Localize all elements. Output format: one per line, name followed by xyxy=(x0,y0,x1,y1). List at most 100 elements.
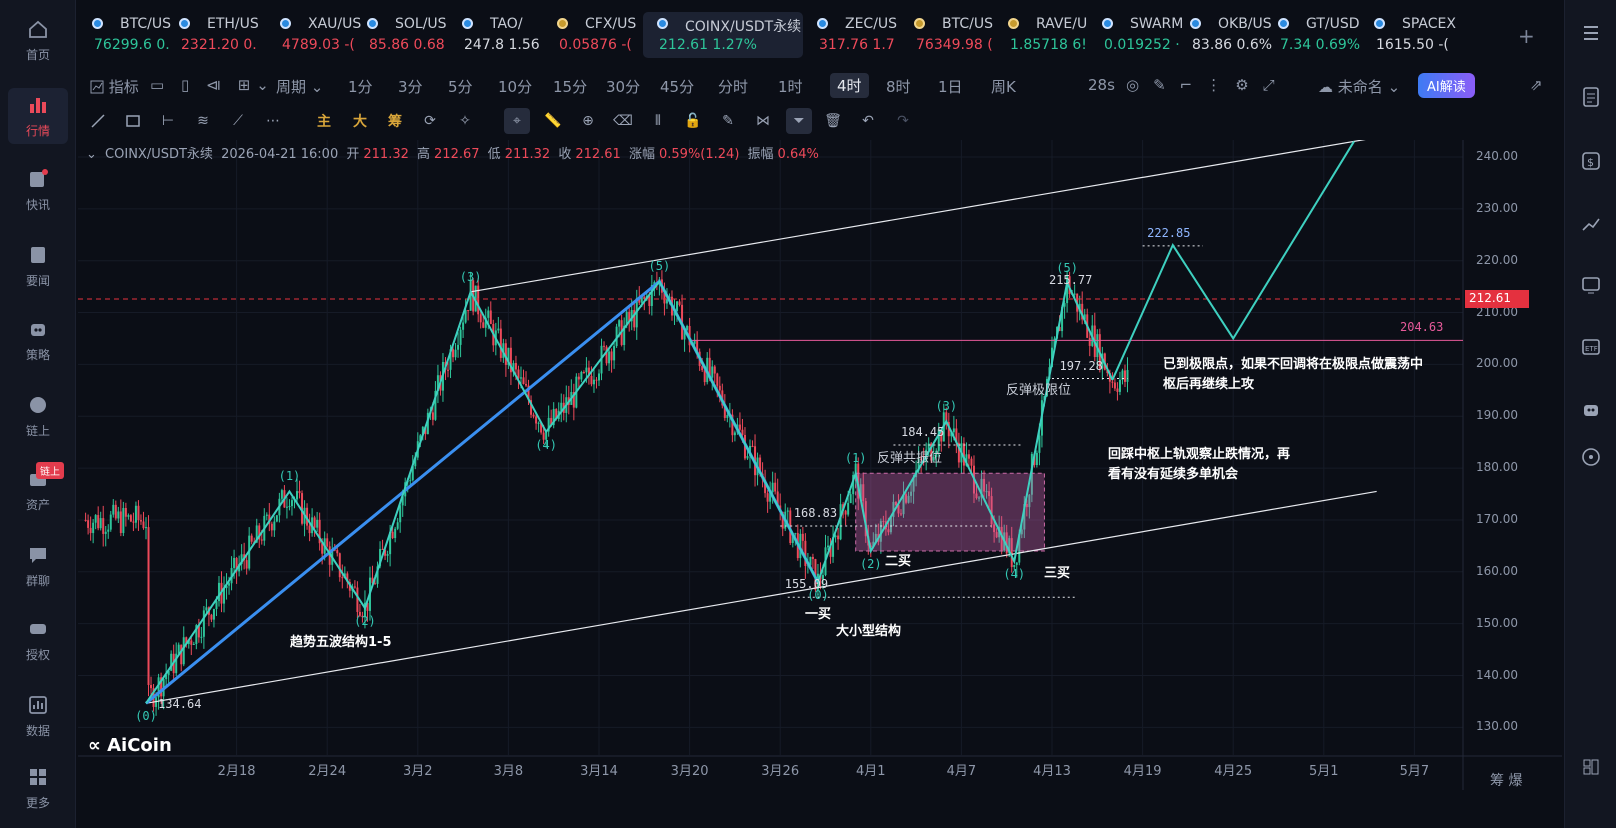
interval-tab[interactable]: 30分 xyxy=(606,78,641,96)
price-chart[interactable]: 240.00 230.00 220.00 210.00 200.00 190.00 180.… xyxy=(78,140,1562,790)
ticker-tab[interactable]: OKB/US 83.86 0.6% xyxy=(1176,12,1272,58)
ticker-tab[interactable]: BTC/US 76349.98 ( xyxy=(900,12,994,58)
zoom-icon[interactable]: ⊕ xyxy=(582,113,594,129)
chart-canvas[interactable] xyxy=(78,140,1562,790)
rectangle-tool-icon[interactable] xyxy=(123,111,143,131)
chart-corner-tools[interactable]: 筹 爆 xyxy=(1490,773,1523,789)
candle-body xyxy=(630,310,633,322)
ticker-tab[interactable]: TAO/247.8 1.56 xyxy=(448,12,543,58)
chips-toggle[interactable]: 筹 xyxy=(388,114,402,130)
chart-tools-icons[interactable]: ▭ ▯ ⧏ ⊞⌄ xyxy=(150,76,275,94)
lock-icon[interactable]: 🔓 xyxy=(684,113,702,129)
robot-strategy-icon xyxy=(27,318,49,340)
ticker-name: OKB/US xyxy=(1218,16,1272,32)
price-alert-icon[interactable]: $ xyxy=(1580,150,1602,172)
sidebar-item-6[interactable]: 资产 链上 xyxy=(8,462,68,518)
interval-tab[interactable]: 8时 xyxy=(886,78,911,96)
more-tools-icon[interactable]: ⋯ xyxy=(266,113,280,129)
filter-icon[interactable]: ⏷ xyxy=(786,108,812,134)
sidebar-item-9[interactable]: 数据 xyxy=(8,688,68,744)
interval-tab[interactable]: 3分 xyxy=(398,78,423,96)
monitor-icon[interactable] xyxy=(1580,274,1602,296)
candle-body xyxy=(212,609,215,620)
interval-tab[interactable]: 5分 xyxy=(448,78,473,96)
edit-template-icon[interactable]: ✎ xyxy=(722,113,734,129)
ticker-tab[interactable]: XAU/US 4789.03 -( xyxy=(266,12,361,58)
interval-tab[interactable]: 周K xyxy=(991,78,1016,96)
layout-icon[interactable] xyxy=(1580,756,1602,778)
trash-icon[interactable]: 🗑 xyxy=(824,113,842,129)
sidebar-item-10[interactable]: 更多 xyxy=(8,760,68,816)
chart-action-icons[interactable]: ◎✎⌐⋮⚙⤢ xyxy=(1126,76,1289,94)
share-icon[interactable]: ⇗ xyxy=(1530,76,1543,94)
magnet-icon[interactable]: ⋈ xyxy=(756,113,770,129)
ticker-tab[interactable]: COINX/USDT永续 212.61 1.27% xyxy=(643,12,803,58)
candle-body xyxy=(1101,353,1104,369)
ticker-tab[interactable]: ZEC/US 317.76 1.7 xyxy=(803,12,900,58)
horizontal-line-tool-icon[interactable]: ⊢ xyxy=(161,113,175,129)
sidebar-item-7[interactable]: 群聊 xyxy=(8,538,68,594)
ray-tool-icon[interactable]: ⟋ xyxy=(233,113,243,129)
interval-tab[interactable]: 45分 xyxy=(660,78,695,96)
ticker-tab[interactable]: RAVE/U 1.85718 6! xyxy=(994,12,1088,58)
compass-icon[interactable] xyxy=(1580,446,1602,468)
add-tab-icon[interactable]: + xyxy=(1518,24,1535,48)
candle-body xyxy=(613,346,616,361)
main-chart-toggle[interactable]: 主 xyxy=(317,114,331,130)
indicator-button[interactable]: 指标 xyxy=(90,76,139,97)
right-sidebar: $ ETF xyxy=(1564,0,1616,828)
candle-style-icon[interactable]: ⫴ xyxy=(655,113,661,129)
ai-analysis-button[interactable]: AI解读 xyxy=(1418,73,1475,98)
period-dropdown[interactable]: 周期 ⌄ xyxy=(276,78,324,96)
sidebar-item-0[interactable]: 首页 xyxy=(8,12,68,68)
candle-body xyxy=(545,431,548,440)
large-order-toggle[interactable]: 大 xyxy=(353,114,367,130)
etf-icon[interactable]: ETF xyxy=(1580,336,1602,358)
interval-tab[interactable]: 1分 xyxy=(348,78,373,96)
candle-body xyxy=(525,384,528,386)
interval-tab[interactable]: 1日 xyxy=(938,78,963,96)
ruler-icon[interactable]: 📏 xyxy=(544,113,562,129)
undo-icon[interactable]: ↶ xyxy=(862,113,874,129)
ticker-tab[interactable]: GT/USD 7.34 0.69% xyxy=(1264,12,1360,58)
ticker-tab[interactable]: ETH/US 2321.20 0. xyxy=(165,12,265,58)
cursor-select-icon[interactable]: ⌖ xyxy=(504,108,530,134)
ticker-tab[interactable]: CFX/US 0.05876 -( xyxy=(543,12,643,58)
candle-body xyxy=(457,344,460,350)
ticker-tab[interactable]: SPACEX 1615.50 -( xyxy=(1360,12,1456,58)
interval-tab[interactable]: 分时 xyxy=(718,78,749,96)
ticker-price: 1615.50 -( xyxy=(1376,37,1449,53)
candle-body xyxy=(920,458,923,460)
magic-tool-icon[interactable]: ✧ xyxy=(459,113,471,129)
sidebar-item-5[interactable]: 链上 xyxy=(8,388,68,444)
sync-icon[interactable]: ⟳ xyxy=(424,113,436,129)
candle-body xyxy=(769,492,772,502)
y-tick-label: 240.00 xyxy=(1476,149,1518,163)
document-icon[interactable] xyxy=(1580,86,1602,108)
list-icon[interactable] xyxy=(1580,22,1602,44)
ticker-tab[interactable]: BTC/US 76299.6 0. xyxy=(78,12,171,58)
sidebar-item-1[interactable]: 行情 xyxy=(8,88,68,144)
robot-icon[interactable] xyxy=(1580,398,1602,420)
eraser-icon[interactable]: ⌫ xyxy=(613,113,633,129)
sidebar-item-4[interactable]: 策略 xyxy=(8,312,68,368)
ticker-tab[interactable]: SOL/US 85.86 0.68 xyxy=(353,12,448,58)
ticker-tab[interactable]: SWARM 0.019252 · xyxy=(1088,12,1183,58)
trend-icon[interactable] xyxy=(1580,212,1602,234)
sidebar-item-8[interactable]: 授权 xyxy=(8,612,68,668)
interval-tab[interactable]: 15分 xyxy=(553,78,588,96)
sidebar-item-label: 快讯 xyxy=(25,197,50,212)
interval-tab[interactable]: 1时 xyxy=(778,78,803,96)
candle-body xyxy=(978,497,981,499)
fib-tool-icon[interactable]: ≋ xyxy=(197,113,209,129)
level-label: 222.85 xyxy=(1147,225,1191,240)
candle-body xyxy=(676,301,679,312)
redo-icon[interactable]: ↷ xyxy=(897,113,909,129)
collapse-icon[interactable]: ⌄ xyxy=(86,147,97,162)
sidebar-item-2[interactable]: 快讯 xyxy=(8,162,68,218)
sidebar-item-3[interactable]: 要闻 xyxy=(8,238,68,294)
layout-name-dropdown[interactable]: ☁ 未命名 ⌄ xyxy=(1318,78,1401,96)
trendline-tool-icon[interactable] xyxy=(88,111,108,131)
interval-tab[interactable]: 4时 xyxy=(830,73,869,98)
interval-tab[interactable]: 10分 xyxy=(498,78,533,96)
